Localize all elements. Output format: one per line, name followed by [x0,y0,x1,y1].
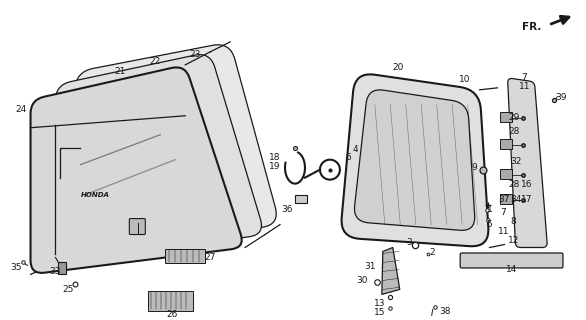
Text: 5: 5 [487,220,492,229]
Text: 27: 27 [205,253,216,262]
Text: 28: 28 [508,180,519,189]
Text: 23: 23 [189,50,201,60]
Text: 38: 38 [439,307,451,316]
Text: 37: 37 [498,195,509,204]
Text: 9: 9 [472,163,478,172]
Text: 21: 21 [115,67,126,76]
Polygon shape [382,247,400,294]
PathPatch shape [355,90,475,230]
Text: 32: 32 [510,157,521,166]
Text: 1: 1 [487,205,492,214]
Text: 24: 24 [15,105,26,114]
Text: 33: 33 [50,267,61,276]
Text: 17: 17 [521,195,532,204]
Text: 12: 12 [508,236,519,245]
Text: FR.: FR. [522,22,541,32]
Text: 30: 30 [356,276,367,285]
Bar [500,169,512,179]
Text: 20: 20 [392,63,404,72]
Text: 11: 11 [519,82,530,91]
FancyBboxPatch shape [460,253,563,268]
Text: 4: 4 [353,145,359,154]
Text: 26: 26 [166,310,178,319]
Text: 2: 2 [429,248,435,257]
Text: 25: 25 [63,285,74,294]
Text: 8: 8 [510,217,516,226]
Text: 22: 22 [149,57,161,66]
Text: 31: 31 [364,262,376,271]
Text: 10: 10 [459,75,471,84]
Text: 36: 36 [281,205,293,214]
Text: 6: 6 [345,153,351,162]
Text: 39: 39 [556,93,567,102]
PathPatch shape [71,45,276,255]
Bar [295,195,307,203]
Bar [500,194,512,204]
PathPatch shape [30,68,242,273]
Text: 15: 15 [374,308,386,317]
Text: 34: 34 [510,195,521,204]
Text: 16: 16 [521,180,532,189]
Bar [148,292,193,311]
PathPatch shape [508,78,547,247]
Text: 19: 19 [270,162,281,171]
Text: 13: 13 [374,299,386,308]
Text: 3: 3 [406,238,411,247]
Text: 28: 28 [508,127,519,136]
PathPatch shape [53,55,261,262]
Text: 7: 7 [522,73,527,82]
Text: 7: 7 [500,208,506,217]
Bar [500,139,512,149]
Text: 29: 29 [508,113,519,122]
Bar [165,250,205,263]
PathPatch shape [342,74,488,246]
Text: 11: 11 [498,227,509,236]
Bar [59,262,66,275]
FancyBboxPatch shape [130,219,145,235]
Text: 14: 14 [506,265,517,274]
Text: HONDA: HONDA [81,192,110,198]
Text: 18: 18 [270,153,281,162]
Bar [500,112,512,122]
Text: 35: 35 [10,263,21,272]
